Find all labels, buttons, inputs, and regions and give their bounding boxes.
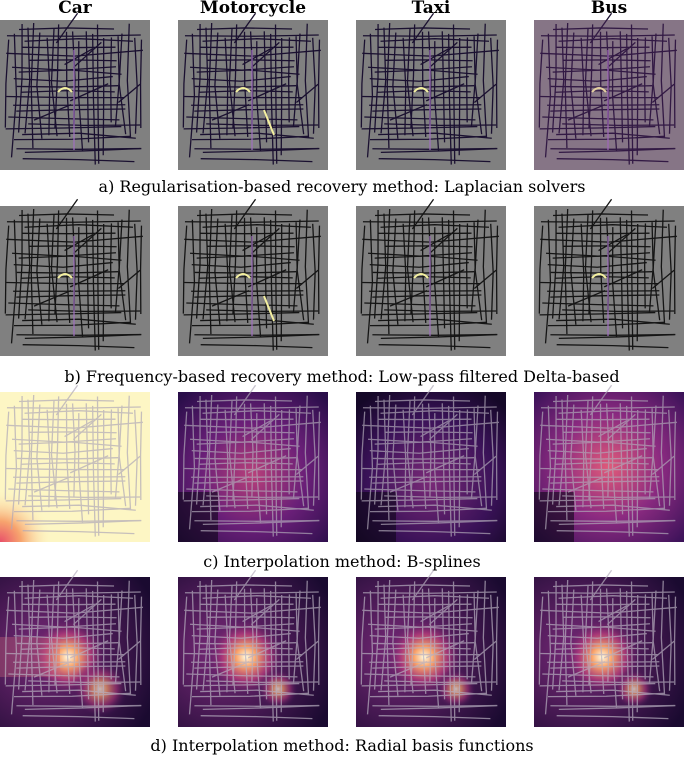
highlight-road	[263, 109, 275, 136]
panel	[178, 384, 328, 542]
highlight-road	[591, 273, 607, 279]
highlight-road	[591, 87, 607, 93]
panel	[356, 12, 506, 170]
panel	[0, 569, 150, 727]
panel	[534, 569, 684, 727]
heat-corner	[178, 492, 218, 542]
panel	[356, 198, 506, 356]
row-caption: a) Regularisation-based recovery method:…	[99, 177, 586, 196]
row-caption: b) Frequency-based recovery method: Low-…	[64, 367, 619, 386]
highlight-road	[413, 87, 429, 93]
heat-spot	[72, 661, 128, 717]
panel	[356, 384, 506, 542]
highlight-road	[235, 87, 251, 93]
panel	[534, 12, 684, 170]
heat-corner	[356, 492, 396, 542]
panel	[178, 198, 328, 356]
heat-spot	[614, 669, 654, 709]
panel	[178, 12, 328, 170]
heat-spot	[436, 669, 476, 709]
highlight-road	[57, 273, 73, 279]
panel	[0, 198, 150, 356]
column-title: Car	[58, 0, 93, 18]
panel	[178, 569, 328, 727]
tint	[534, 20, 684, 170]
column-title: Bus	[591, 0, 627, 18]
row-caption: d) Interpolation method: Radial basis fu…	[150, 736, 533, 755]
highlight-road	[413, 273, 429, 279]
panel	[0, 12, 150, 170]
highlight-road	[263, 295, 275, 322]
panel	[0, 384, 150, 542]
highlight-road	[57, 87, 73, 93]
highlight-road	[235, 273, 251, 279]
panel	[534, 198, 684, 356]
heat-spot	[258, 669, 298, 709]
row-caption: c) Interpolation method: B-splines	[203, 552, 480, 571]
column-title: Taxi	[412, 0, 451, 18]
column-title: Motorcycle	[200, 0, 306, 18]
heat-corner	[534, 492, 574, 542]
panel	[356, 569, 506, 727]
panel	[534, 384, 684, 542]
